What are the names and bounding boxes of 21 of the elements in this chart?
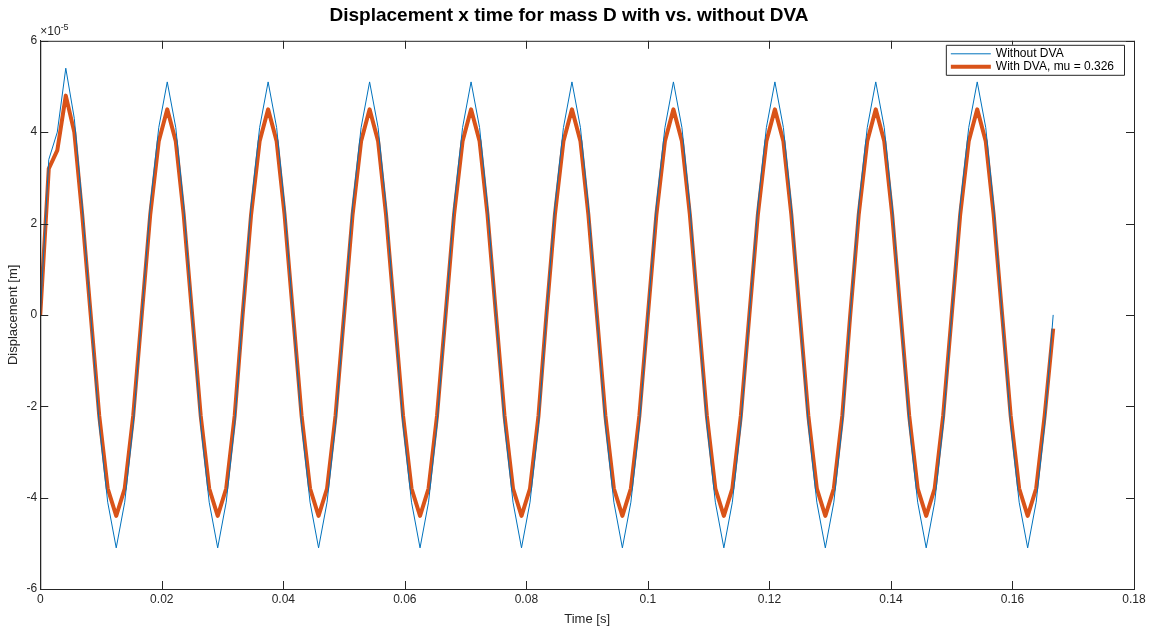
y-tick-label: 4 <box>30 124 38 139</box>
x-tick-label: 0.18 <box>1122 591 1146 606</box>
y-tick-label: 6 <box>30 33 38 48</box>
x-tick-label: 0.14 <box>879 591 903 606</box>
x-axis-title: Time [s] <box>564 610 611 626</box>
x-tick-label: 0.16 <box>1000 591 1025 606</box>
x-tick-label: 0.1 <box>639 591 657 606</box>
y-axis-title: Displacement [m] <box>5 264 21 366</box>
x-tick-label: 0.02 <box>150 591 174 606</box>
y-tick-label: -4 <box>26 489 38 504</box>
y-tick-label: -6 <box>26 581 38 596</box>
y-tick-label: 2 <box>30 215 38 230</box>
y-tick-label: -2 <box>26 398 38 413</box>
x-tick-label: 0.06 <box>393 591 417 606</box>
legend-label: Without DVA <box>995 46 1064 61</box>
chart-title: Displacement x time for mass D with vs. without DVA <box>329 3 809 25</box>
x-tick-label: 0.12 <box>757 591 782 606</box>
x-tick-label: 0.04 <box>271 591 296 606</box>
legend-label: With DVA, mu = 0.326 <box>995 59 1115 74</box>
x-tick-label: 0.08 <box>514 591 539 606</box>
y-tick-label: 0 <box>30 307 38 322</box>
